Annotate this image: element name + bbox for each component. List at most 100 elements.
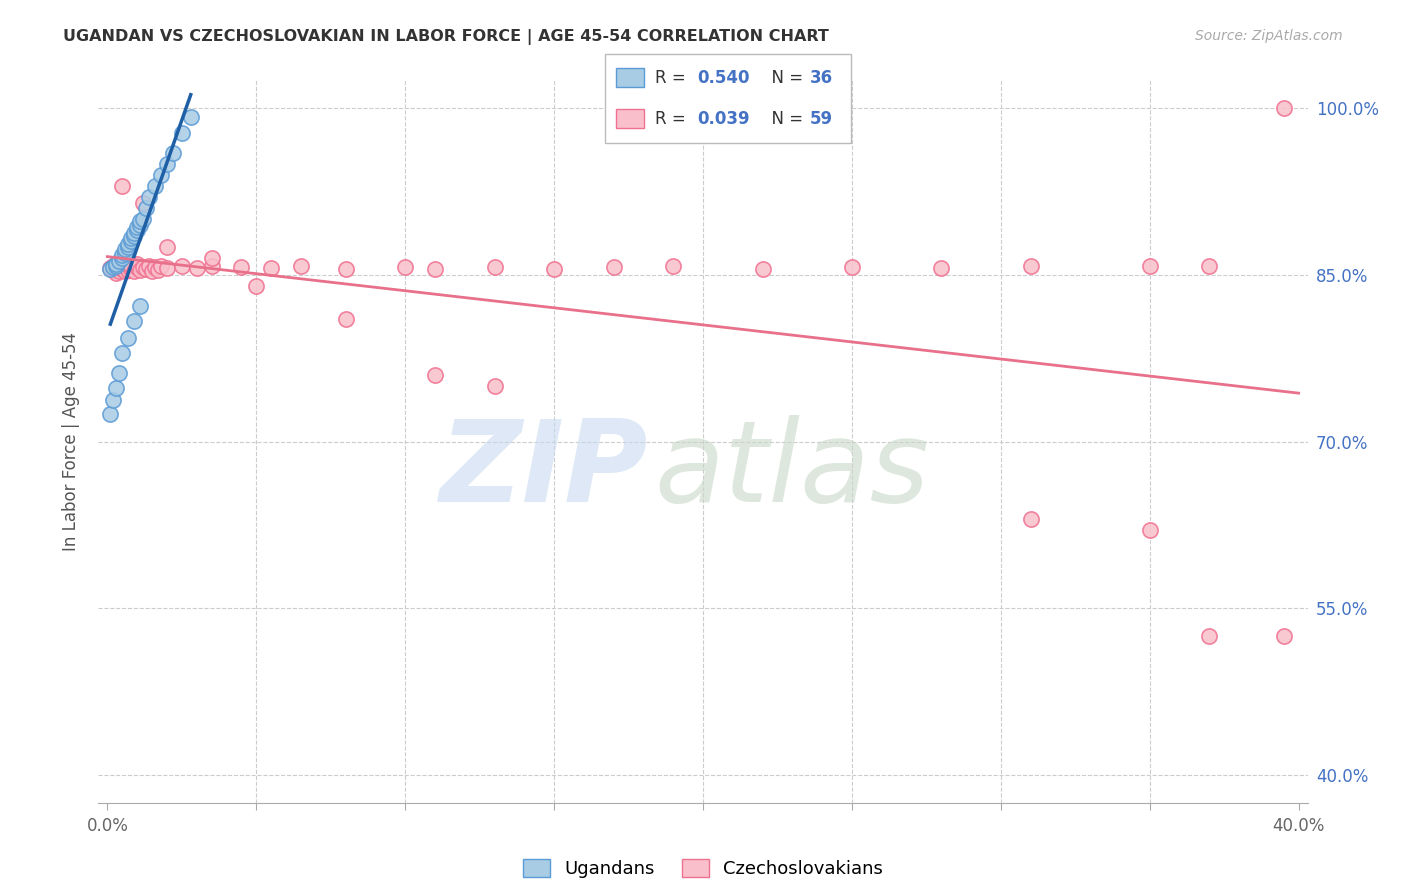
Point [135,201,157,215]
Point [122,314,145,328]
Point [170,259,193,273]
Point [120,259,142,273]
Point [105,257,128,271]
Point [1019,512,1042,526]
Point [98,407,121,421]
Point [111,345,134,359]
Point [129,263,152,277]
Y-axis label: In Labor Force | Age 45-54: In Labor Force | Age 45-54 [62,332,80,551]
Point [111,257,134,271]
Text: N =: N = [761,69,808,87]
Point [114,259,136,273]
Point [103,393,125,408]
Point [841,260,863,274]
Point [138,259,160,273]
Point [200,251,222,265]
Text: atlas: atlas [655,415,929,526]
Point [260,261,283,276]
Point [120,231,142,245]
Point [127,223,149,237]
Point [186,261,208,276]
Text: UGANDAN VS CZECHOSLOVAKIAN IN LABOR FORCE | AGE 45-54 CORRELATION CHART: UGANDAN VS CZECHOSLOVAKIAN IN LABOR FORC… [63,29,830,45]
Point [1139,524,1161,538]
Point [1198,259,1220,273]
Point [111,178,134,193]
Point [105,260,128,274]
Point [143,260,166,274]
Point [156,240,179,254]
Point [129,299,152,313]
Point [1272,629,1295,643]
Point [149,168,172,182]
Text: 59: 59 [810,110,832,128]
Point [162,145,184,160]
Point [423,368,446,382]
Point [156,156,179,170]
Point [117,331,139,345]
Point [117,240,139,254]
Point [111,251,134,265]
Point [141,264,163,278]
Point [114,245,136,260]
Legend: Ugandans, Czechoslovakians: Ugandans, Czechoslovakians [516,852,890,886]
Text: R =: R = [655,69,692,87]
Point [114,242,136,256]
Point [127,219,149,234]
Point [135,262,157,277]
Point [132,212,155,227]
Point [1139,259,1161,273]
Point [98,262,121,277]
Text: R =: R = [655,110,692,128]
Text: 0.039: 0.039 [697,110,749,128]
Point [180,110,202,124]
Point [170,126,193,140]
Point [105,381,128,395]
Point [143,178,166,193]
Point [156,261,179,276]
Point [245,279,267,293]
Point [122,264,145,278]
Point [103,259,125,273]
Point [1019,259,1042,273]
Point [117,236,139,251]
Point [751,262,773,277]
Point [103,263,125,277]
Point [335,312,357,326]
Point [290,259,312,273]
Text: 36: 36 [810,69,832,87]
Point [108,258,131,272]
Point [138,190,160,204]
Point [132,260,155,274]
Text: 0.540: 0.540 [697,69,749,87]
Point [111,248,134,262]
Point [122,228,145,243]
Point [108,366,131,380]
Point [98,261,121,276]
Point [111,262,134,277]
Point [1198,629,1220,643]
Point [200,259,222,273]
Point [335,262,357,277]
Point [146,263,169,277]
Point [1272,101,1295,115]
Point [105,259,128,273]
Point [149,259,172,273]
Point [117,263,139,277]
Point [929,261,952,276]
Point [108,254,131,268]
Point [662,259,685,273]
Point [120,262,142,277]
Point [484,379,506,393]
Text: N =: N = [761,110,808,128]
Text: ZIP: ZIP [440,415,648,526]
Point [129,214,152,228]
Point [108,264,131,278]
Point [423,262,446,277]
Point [129,218,152,232]
Point [543,262,565,277]
Point [120,235,142,249]
Point [114,264,136,278]
Point [132,195,155,210]
Point [122,226,145,240]
Point [127,260,149,274]
